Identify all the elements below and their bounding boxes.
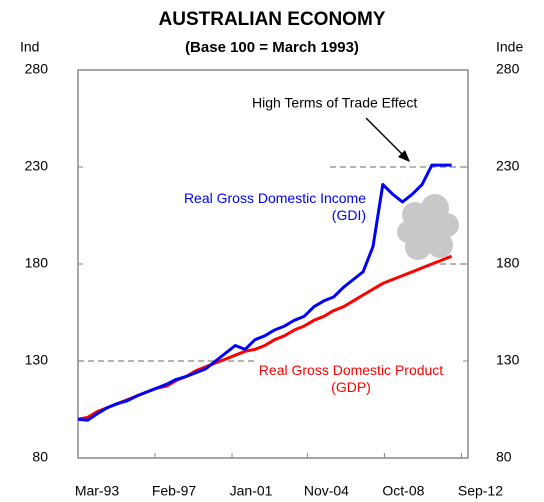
chart-title: AUSTRALIAN ECONOMY (159, 9, 386, 30)
y2-tick-label: 80 (496, 449, 512, 465)
y-tick-label: 230 (25, 158, 49, 174)
x-tick-label: Feb-97 (152, 483, 197, 499)
series-label: Real Gross Domestic Income (GDI) (183, 190, 366, 223)
y-tick-label: 130 (25, 352, 49, 368)
series-label: Real Gross Domestic Product (GDP) (258, 362, 444, 395)
y2-axis-label: Inde (496, 39, 523, 55)
x-tick-label: Sep-12 (458, 483, 503, 499)
y-tick-label: 80 (32, 449, 48, 465)
annotation: High Terms of Trade Effect (252, 95, 417, 111)
y2-tick-label: 230 (496, 158, 520, 174)
y2-tick-label: 130 (496, 352, 520, 368)
y-axis-label: Ind (20, 39, 39, 55)
series-line (77, 163, 452, 422)
x-tick-label: Nov-04 (304, 483, 349, 499)
y-tick-label: 180 (25, 255, 49, 271)
annotation-arrow (365, 117, 410, 162)
x-tick-label: Oct-08 (382, 483, 424, 499)
y2-tick-label: 180 (496, 255, 520, 271)
y2-tick-label: 280 (496, 61, 520, 77)
cloud (397, 194, 459, 260)
x-tick-label: Mar-93 (75, 483, 120, 499)
y-tick-label: 280 (25, 61, 49, 77)
plot-frame (77, 69, 469, 459)
x-tick-label: Jan-01 (230, 483, 273, 499)
chart-subtitle: (Base 100 = March 1993) (185, 39, 359, 56)
